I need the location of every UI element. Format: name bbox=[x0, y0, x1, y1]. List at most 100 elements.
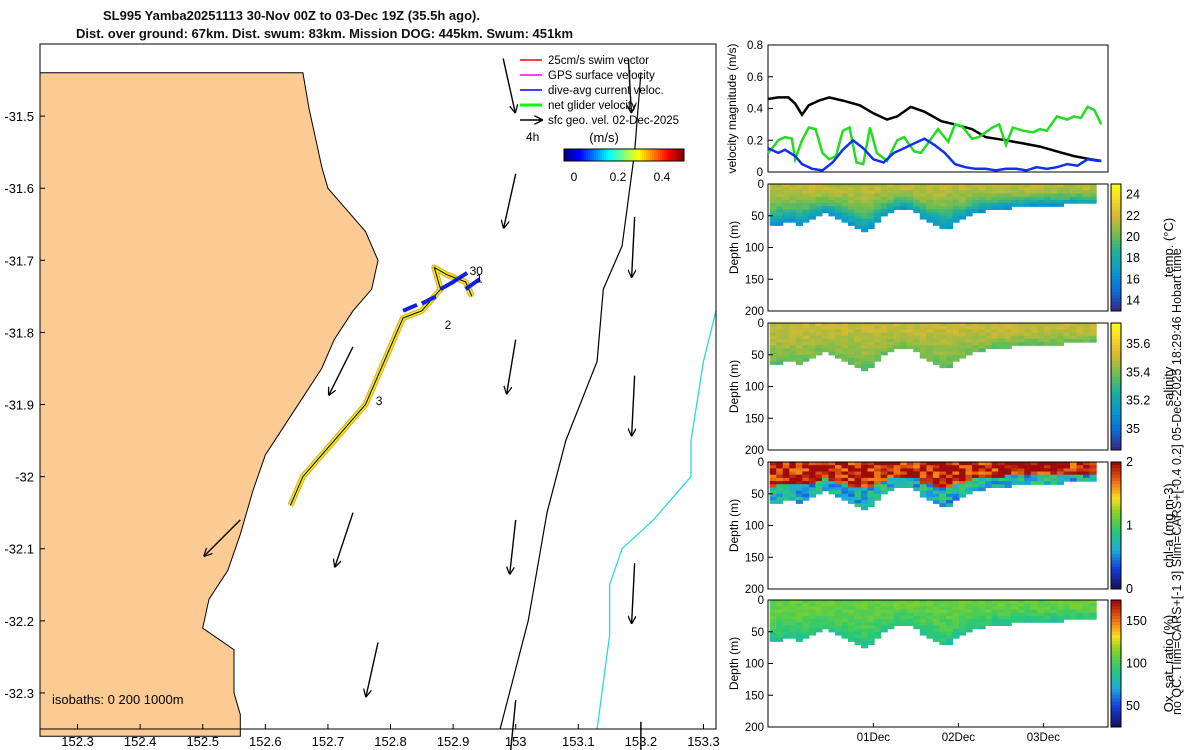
section-cell bbox=[972, 612, 980, 617]
section-cell bbox=[1011, 190, 1019, 195]
section-cell bbox=[926, 474, 934, 479]
section-cell bbox=[906, 342, 914, 346]
section-cell bbox=[946, 462, 954, 466]
section-cell bbox=[939, 609, 947, 614]
section-y-tick-label: 100 bbox=[745, 382, 764, 394]
section-cell bbox=[1056, 615, 1064, 620]
section-cell bbox=[1043, 615, 1051, 620]
section-cell bbox=[789, 634, 797, 639]
section-cell bbox=[932, 199, 940, 204]
section-colorbar-segment bbox=[1111, 653, 1121, 658]
section-cell bbox=[854, 199, 862, 204]
surface-current-arrow bbox=[510, 700, 517, 750]
section-cell bbox=[972, 487, 980, 492]
section-cell bbox=[776, 493, 784, 498]
section-cell bbox=[959, 206, 967, 210]
section-cell bbox=[959, 196, 967, 201]
section-colorbar-segment bbox=[1111, 474, 1121, 479]
section-cell bbox=[893, 193, 901, 198]
section-cell bbox=[776, 332, 784, 337]
section-cell bbox=[998, 612, 1006, 617]
section-cell bbox=[835, 199, 843, 204]
section-cell bbox=[1089, 199, 1097, 204]
surface-current-arrow bbox=[632, 217, 635, 277]
speed-colorbar-segment bbox=[570, 149, 573, 161]
section-y-tick-label: 0 bbox=[758, 595, 764, 607]
section-cell bbox=[861, 606, 869, 611]
section-cell bbox=[769, 481, 777, 485]
section-colorbar-segment bbox=[1111, 266, 1121, 271]
section-cell bbox=[769, 345, 777, 349]
section-cell bbox=[939, 199, 947, 204]
map-y-tick-label: -31.8 bbox=[4, 325, 34, 340]
section-cell bbox=[900, 468, 908, 473]
section-cell bbox=[972, 471, 980, 476]
section-colorbar-tick: 100 bbox=[1126, 657, 1147, 671]
speed-colorbar-segment bbox=[654, 149, 657, 161]
section-cell bbox=[808, 600, 816, 604]
section-cell bbox=[1017, 465, 1025, 469]
section-cell bbox=[1070, 471, 1078, 476]
section-cell bbox=[835, 468, 843, 473]
section-colorbar-segment bbox=[1111, 484, 1121, 488]
section-cell bbox=[841, 190, 849, 195]
section-colorbar-tick: 35.4 bbox=[1126, 365, 1150, 379]
section-cell bbox=[926, 600, 934, 604]
section-cell bbox=[874, 619, 882, 623]
section-cell bbox=[887, 193, 895, 198]
section-cell bbox=[1004, 615, 1012, 620]
section-cell bbox=[795, 628, 803, 633]
section-cell bbox=[854, 357, 862, 362]
section-y-tick-label: 150 bbox=[745, 413, 764, 425]
section-y-tick-label: 150 bbox=[745, 274, 764, 286]
section-cell bbox=[1017, 329, 1025, 334]
section-cell bbox=[1089, 606, 1097, 611]
section-cell bbox=[939, 196, 947, 201]
section-cell bbox=[848, 468, 856, 473]
section-cell bbox=[802, 600, 810, 604]
section-cell bbox=[998, 203, 1006, 207]
section-cell bbox=[828, 622, 836, 626]
section-cell bbox=[952, 487, 960, 492]
surface-current-arrow bbox=[632, 375, 635, 436]
section-cell bbox=[808, 609, 816, 614]
section-cell bbox=[789, 338, 797, 343]
section-cell bbox=[1089, 184, 1097, 188]
section-cell bbox=[900, 326, 908, 330]
section-colorbar-segment bbox=[1111, 663, 1121, 668]
section-cell bbox=[848, 323, 856, 327]
section-cell bbox=[893, 184, 901, 188]
section-cell bbox=[1043, 481, 1051, 485]
section-cell bbox=[919, 196, 927, 201]
section-cell bbox=[1011, 474, 1019, 479]
section-cell bbox=[1063, 462, 1071, 466]
section-cell bbox=[828, 206, 836, 210]
section-cell bbox=[887, 487, 895, 492]
section-y-tick-label: 0 bbox=[758, 457, 764, 469]
section-cell bbox=[769, 222, 777, 226]
section-cell bbox=[1037, 199, 1045, 204]
section-cell bbox=[795, 338, 803, 343]
figure-title-line-2: Dist. over ground: 67km. Dist. swum: 83k… bbox=[76, 26, 574, 41]
section-cell bbox=[1089, 326, 1097, 330]
speed-colorbar-segment bbox=[668, 149, 671, 161]
section-cell bbox=[952, 615, 960, 620]
section-cell bbox=[946, 329, 954, 334]
section-cell bbox=[802, 342, 810, 346]
section-cell bbox=[926, 477, 934, 482]
section-cell bbox=[1043, 342, 1051, 346]
section-cell bbox=[789, 335, 797, 340]
section-cell bbox=[1043, 335, 1051, 340]
section-cell bbox=[893, 203, 901, 207]
section-y-tick-label: 100 bbox=[745, 659, 764, 671]
section-cell bbox=[848, 203, 856, 207]
section-cell bbox=[802, 348, 810, 353]
section-cell bbox=[946, 184, 954, 188]
section-cell bbox=[1011, 326, 1019, 330]
section-cell bbox=[906, 471, 914, 476]
section-cell bbox=[972, 625, 980, 630]
section-cell bbox=[782, 348, 790, 353]
section-cell bbox=[926, 481, 934, 485]
section-cell bbox=[861, 206, 869, 210]
section-cell bbox=[959, 212, 967, 217]
